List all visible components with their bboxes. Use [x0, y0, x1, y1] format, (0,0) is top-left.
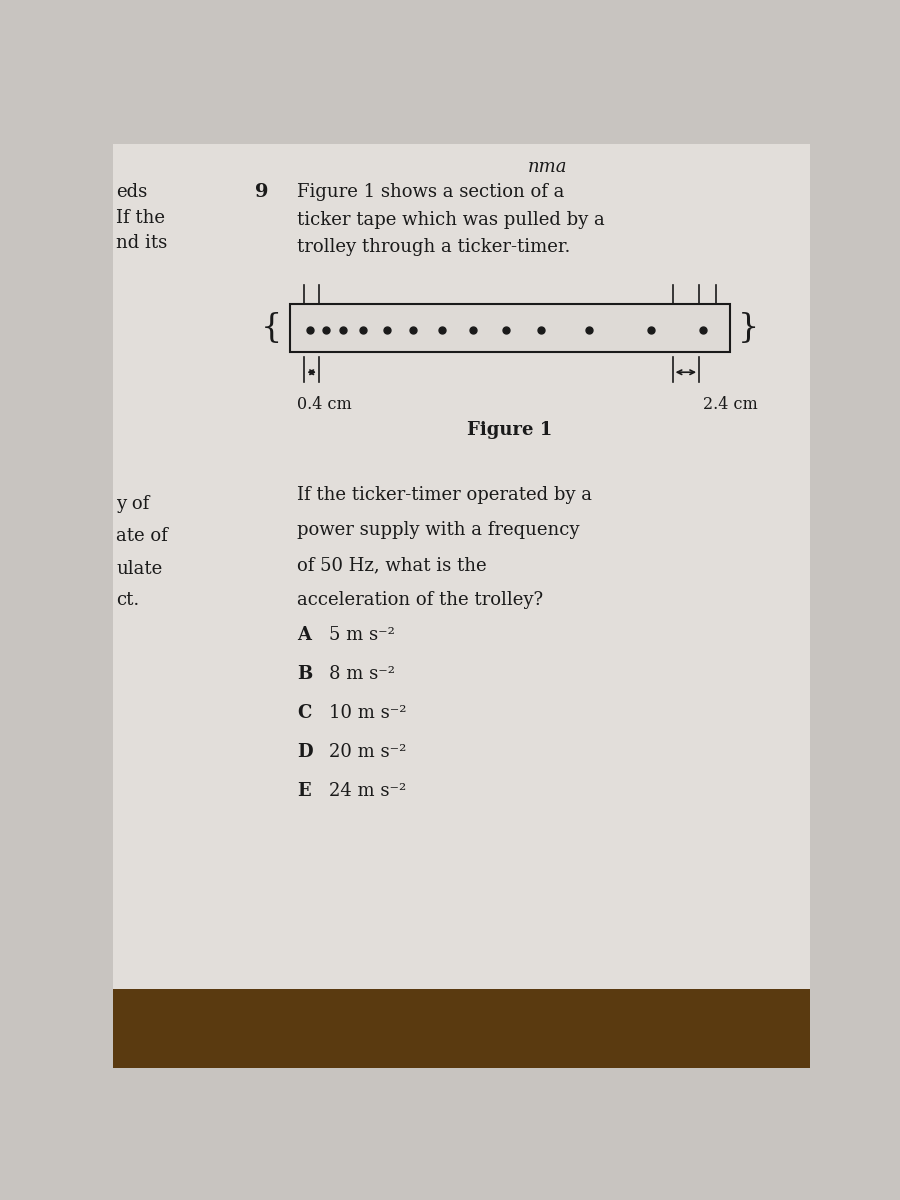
Text: }: } [738, 312, 760, 344]
FancyBboxPatch shape [112, 144, 810, 990]
Text: B: B [297, 665, 312, 683]
Text: Figure 1 shows a section of a: Figure 1 shows a section of a [297, 182, 564, 200]
Text: C: C [297, 704, 311, 722]
Text: Figure 1: Figure 1 [467, 421, 553, 439]
Text: 10 m s⁻²: 10 m s⁻² [328, 704, 406, 722]
Text: If the: If the [116, 209, 165, 227]
Text: {: { [261, 312, 282, 344]
Text: y of: y of [116, 496, 149, 514]
Text: eds: eds [116, 182, 148, 200]
Text: 2.4 cm: 2.4 cm [703, 396, 757, 413]
Text: nma: nma [527, 158, 567, 176]
Text: of 50 Hz, what is the: of 50 Hz, what is the [297, 556, 487, 574]
Text: 20 m s⁻²: 20 m s⁻² [328, 743, 406, 761]
Text: 24 m s⁻²: 24 m s⁻² [328, 781, 406, 799]
Text: nd its: nd its [116, 234, 167, 252]
Text: D: D [297, 743, 313, 761]
Text: E: E [297, 781, 311, 799]
FancyBboxPatch shape [291, 304, 730, 352]
Text: ulate: ulate [116, 559, 162, 577]
Text: power supply with a frequency: power supply with a frequency [297, 521, 580, 539]
Text: acceleration of the trolley?: acceleration of the trolley? [297, 592, 544, 610]
Text: A: A [297, 626, 311, 644]
Text: ate of: ate of [116, 528, 167, 546]
Text: If the ticker-timer operated by a: If the ticker-timer operated by a [297, 486, 592, 504]
Text: 8 m s⁻²: 8 m s⁻² [328, 665, 395, 683]
FancyBboxPatch shape [112, 990, 810, 1068]
Text: 9: 9 [256, 182, 269, 200]
Text: ticker tape which was pulled by a: ticker tape which was pulled by a [297, 210, 605, 228]
Text: 5 m s⁻²: 5 m s⁻² [328, 626, 394, 644]
Text: ct.: ct. [116, 592, 140, 610]
Text: 0.4 cm: 0.4 cm [297, 396, 352, 413]
Text: trolley through a ticker-timer.: trolley through a ticker-timer. [297, 239, 571, 257]
